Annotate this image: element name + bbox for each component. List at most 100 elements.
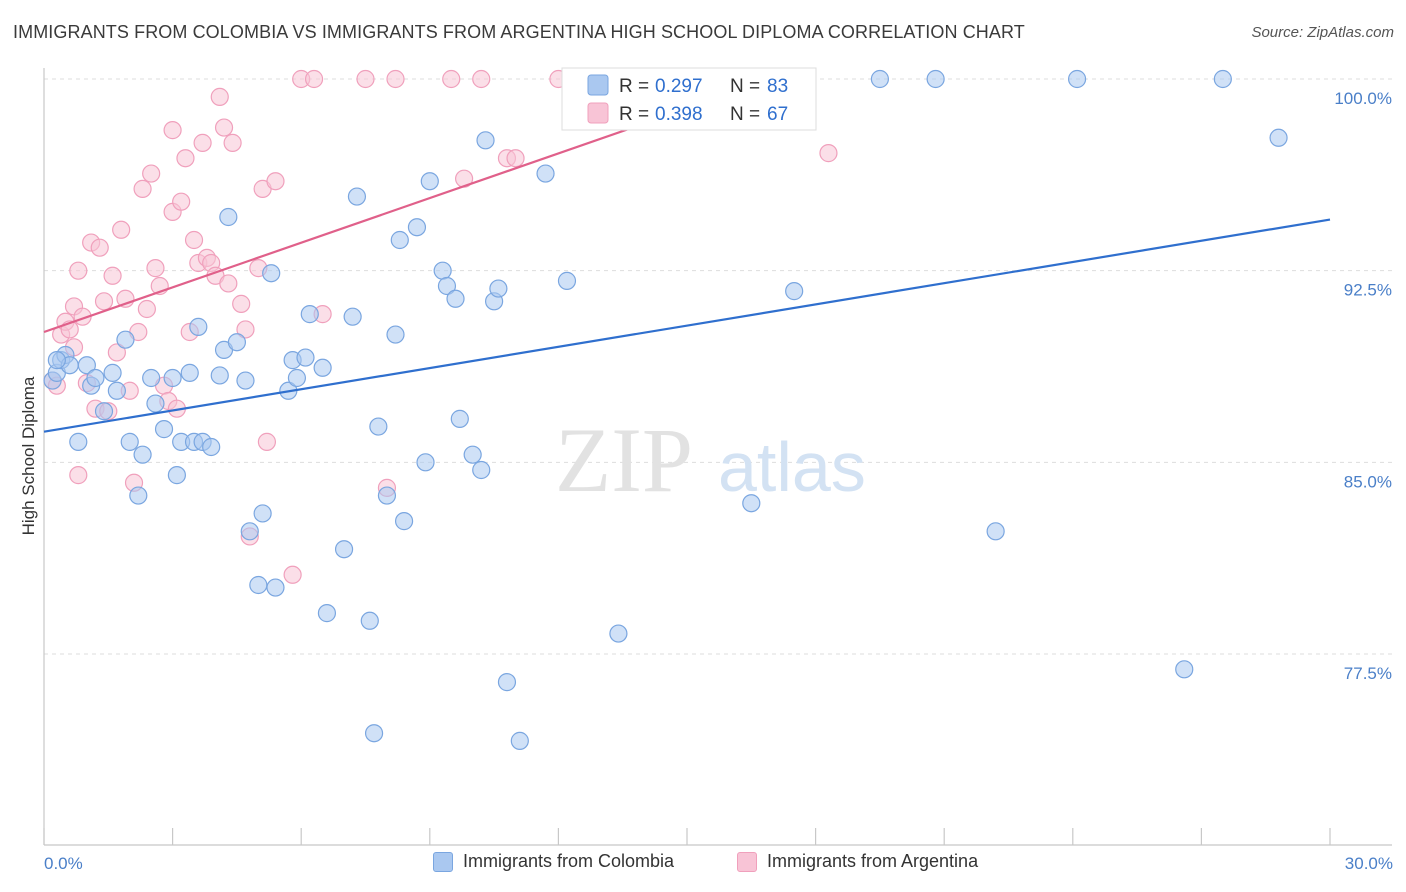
colombia-point[interactable]	[86, 368, 105, 388]
colombia-point[interactable]	[94, 402, 114, 421]
colombia-point[interactable]	[360, 611, 379, 630]
colombia-point[interactable]	[189, 317, 208, 336]
colombia-point[interactable]	[557, 271, 577, 290]
argentina-point[interactable]	[257, 432, 277, 451]
legend-item-argentina[interactable]: Immigrants from Argentina	[737, 851, 978, 872]
argentina-point[interactable]	[304, 69, 324, 89]
argentina-point[interactable]	[442, 69, 461, 89]
argentina-point[interactable]	[210, 87, 229, 106]
colombia-point[interactable]	[870, 69, 890, 89]
argentina-point[interactable]	[137, 299, 156, 319]
argentina-point[interactable]	[163, 121, 182, 140]
argentina-point[interactable]	[103, 266, 122, 285]
argentina-point[interactable]	[356, 69, 375, 89]
colombia-point[interactable]	[120, 432, 139, 451]
colombia-point[interactable]	[390, 230, 409, 250]
colombia-point[interactable]	[154, 420, 174, 439]
colombia-point[interactable]	[77, 356, 96, 375]
colombia-point[interactable]	[926, 69, 945, 89]
colombia-point[interactable]	[450, 409, 469, 428]
argentina-point[interactable]	[90, 238, 109, 257]
argentina-point[interactable]	[112, 220, 131, 239]
colombia-point[interactable]	[369, 417, 388, 436]
colombia-point[interactable]	[107, 381, 126, 400]
argentina-point[interactable]	[386, 69, 405, 89]
colombia-point[interactable]	[296, 348, 315, 367]
colombia-point[interactable]	[133, 445, 152, 464]
colombia-point[interactable]	[287, 368, 307, 388]
colombia-point[interactable]	[227, 333, 246, 352]
colombia-point[interactable]	[1067, 69, 1087, 89]
colombia-point[interactable]	[313, 358, 332, 377]
colombia-point[interactable]	[489, 279, 508, 298]
colombia-point[interactable]	[249, 575, 268, 595]
argentina-point[interactable]	[232, 294, 251, 313]
argentina-point[interactable]	[142, 164, 161, 183]
argentina-point[interactable]	[819, 144, 838, 163]
legend-item-colombia[interactable]: Immigrants from Colombia	[433, 851, 674, 872]
colombia-point[interactable]	[347, 187, 367, 206]
colombia-point[interactable]	[236, 371, 255, 390]
colombia-point[interactable]	[253, 504, 272, 523]
colombia-point[interactable]	[142, 368, 161, 388]
argentina-point[interactable]	[266, 172, 285, 191]
argentina-point[interactable]	[472, 69, 491, 89]
argentina-point[interactable]	[69, 466, 88, 485]
argentina-point[interactable]	[69, 261, 88, 280]
colombia-point[interactable]	[317, 604, 337, 623]
colombia-point[interactable]	[240, 522, 259, 541]
argentina-point[interactable]	[133, 179, 152, 198]
argentina-point[interactable]	[107, 343, 126, 362]
colombia-point[interactable]	[167, 466, 186, 485]
colombia-point[interactable]	[497, 673, 517, 692]
colombia-point[interactable]	[609, 624, 628, 643]
colombia-point[interactable]	[536, 164, 555, 183]
colombia-point[interactable]	[202, 437, 221, 457]
argentina-point[interactable]	[236, 320, 255, 339]
colombia-point[interactable]	[377, 486, 397, 505]
colombia-point[interactable]	[433, 261, 452, 280]
colombia-point[interactable]	[420, 172, 439, 191]
argentina-point[interactable]	[172, 192, 191, 211]
argentina-point[interactable]	[283, 565, 302, 584]
argentina-point[interactable]	[184, 230, 204, 250]
colombia-point[interactable]	[210, 366, 229, 385]
colombia-point[interactable]	[262, 264, 281, 283]
colombia-point[interactable]	[407, 218, 427, 237]
colombia-point[interactable]	[116, 330, 135, 349]
colombia-point[interactable]	[463, 445, 482, 464]
argentina-point[interactable]	[146, 259, 165, 278]
colombia-point[interactable]	[300, 305, 319, 324]
colombia-point[interactable]	[103, 363, 122, 382]
argentina-point[interactable]	[223, 133, 242, 152]
argentina-point[interactable]	[193, 133, 212, 152]
colombia-point[interactable]	[785, 282, 804, 301]
colombia-point[interactable]	[343, 307, 362, 326]
colombia-point[interactable]	[180, 363, 199, 382]
colombia-point[interactable]	[129, 486, 148, 505]
colombia-point[interactable]	[163, 368, 182, 388]
colombia-point[interactable]	[219, 207, 238, 227]
argentina-point[interactable]	[94, 292, 114, 311]
colombia-point[interactable]	[510, 731, 529, 750]
colombia-point[interactable]	[476, 131, 495, 150]
colombia-point[interactable]	[416, 453, 435, 472]
colombia-point[interactable]	[472, 460, 491, 480]
colombia-point[interactable]	[742, 494, 761, 513]
colombia-point[interactable]	[1213, 69, 1232, 89]
argentina-point[interactable]	[219, 274, 238, 293]
colombia-point[interactable]	[446, 289, 465, 308]
colombia-point[interactable]	[394, 512, 414, 531]
argentina-point[interactable]	[214, 118, 234, 137]
argentina-point[interactable]	[506, 149, 525, 168]
colombia-point[interactable]	[47, 351, 66, 370]
argentina-point[interactable]	[176, 149, 195, 168]
colombia-point[interactable]	[146, 394, 165, 413]
colombia-point[interactable]	[386, 325, 405, 344]
colombia-point[interactable]	[364, 724, 384, 743]
colombia-point[interactable]	[1269, 128, 1288, 147]
colombia-point[interactable]	[266, 578, 285, 597]
colombia-point[interactable]	[986, 522, 1005, 541]
colombia-point[interactable]	[1175, 660, 1194, 679]
colombia-point[interactable]	[69, 432, 88, 451]
